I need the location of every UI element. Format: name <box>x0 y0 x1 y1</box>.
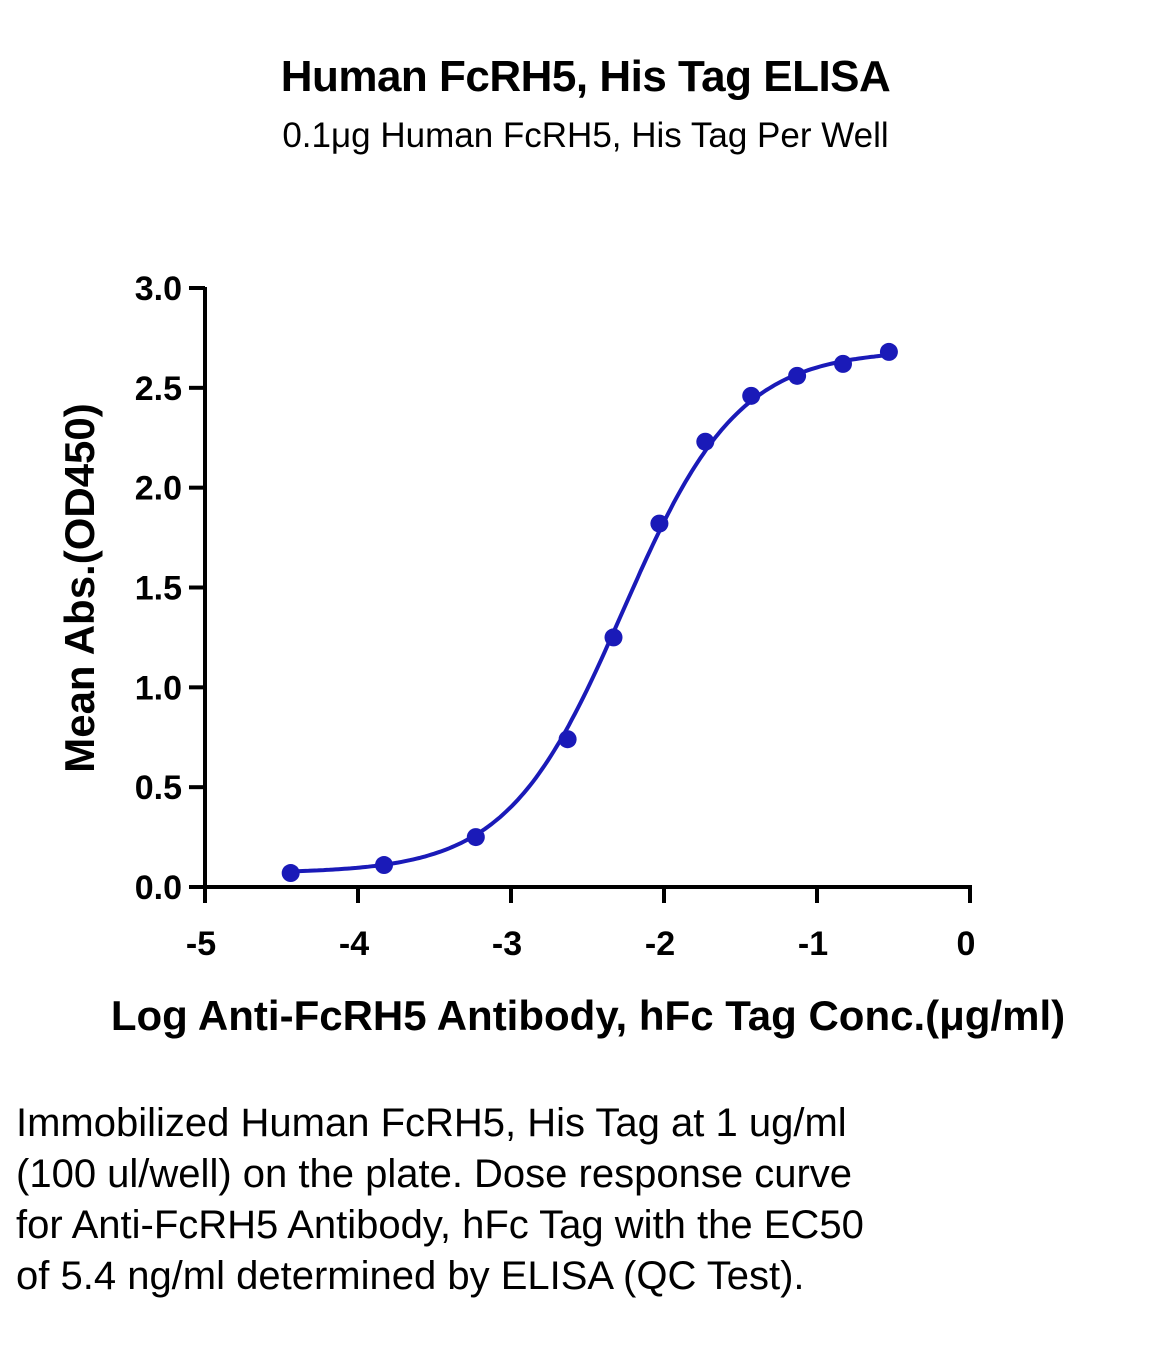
figure-caption: Immobilized Human FcRH5, His Tag at 1 ug… <box>16 1101 864 1298</box>
data-point <box>742 386 761 405</box>
x-tick-label: 0 <box>957 925 976 963</box>
y-tick-label: 1.0 <box>135 669 182 707</box>
data-point <box>558 730 577 749</box>
y-tick-label: 0.0 <box>135 869 182 907</box>
data-point <box>650 514 669 533</box>
x-tick-label: -4 <box>339 925 369 963</box>
data-point <box>696 432 715 451</box>
x-tick-label: -5 <box>186 925 216 963</box>
data-point <box>834 354 853 373</box>
data-point <box>375 856 394 875</box>
data-point <box>281 864 300 883</box>
data-point <box>604 628 623 647</box>
chart-subtitle: 0.1μg Human FcRH5, His Tag Per Well <box>282 116 889 155</box>
x-tick-label: -1 <box>798 925 828 963</box>
x-tick-label: -2 <box>645 925 675 963</box>
x-tick-label: -3 <box>492 925 522 963</box>
fit-curve <box>290 353 890 874</box>
y-tick-label: 0.5 <box>135 769 182 807</box>
data-point <box>879 342 898 361</box>
y-tick-label: 3.0 <box>135 270 182 308</box>
x-axis-title: Log Anti-FcRH5 Antibody, hFc Tag Conc.(μ… <box>111 992 1065 1039</box>
y-tick-label: 2.0 <box>135 470 182 508</box>
y-tick-label: 1.5 <box>135 570 182 608</box>
y-ticks: 0.0 0.5 1.0 1.5 2.0 2.5 3.0 <box>135 270 205 907</box>
data-point <box>788 366 807 385</box>
chart-title: Human FcRH5, His Tag ELISA <box>280 52 891 101</box>
y-axis-title: Mean Abs.(OD450) <box>56 403 103 773</box>
data-point <box>466 828 485 847</box>
axes <box>203 287 972 889</box>
y-tick-label: 2.5 <box>135 370 182 408</box>
data-points <box>281 342 898 883</box>
x-ticks: -5 -4 -3 -2 -1 0 <box>186 887 976 963</box>
chart-area: 0.0 0.5 1.0 1.5 2.0 2.5 3.0 -5 -4 -3 -2 -1 0 Log An… <box>56 270 1065 1039</box>
